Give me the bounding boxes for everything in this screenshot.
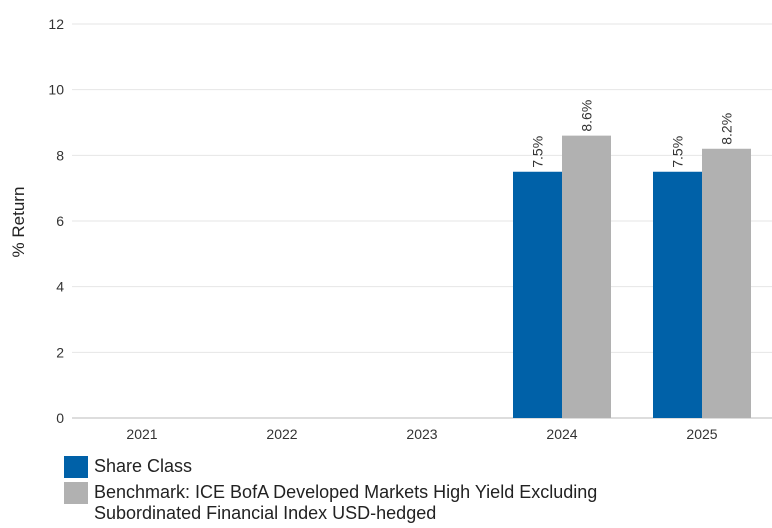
bar: [702, 148, 751, 418]
legend-label-benchmark: Benchmark: ICE BofA Developed Markets Hi…: [94, 482, 598, 523]
legend: Share Class Benchmark: ICE BofA Develope…: [64, 456, 764, 528]
y-tick-label: 10: [48, 82, 64, 98]
y-axis-label: % Return: [9, 187, 28, 258]
legend-item-benchmark[interactable]: Benchmark: ICE BofA Developed Markets Hi…: [64, 482, 764, 524]
y-tick-label: 8: [56, 147, 64, 163]
y-tick-label: 6: [56, 213, 64, 229]
x-tick-label: 2021: [126, 426, 157, 442]
legend-swatch-benchmark: [64, 482, 88, 504]
bars: [513, 135, 751, 418]
data-label: 8.2%: [719, 113, 735, 145]
gridlines: [72, 23, 772, 419]
legend-swatch-share-class: [64, 456, 88, 478]
y-tick-label: 4: [56, 279, 64, 295]
data-label: 7.5%: [670, 136, 686, 168]
bar: [653, 171, 702, 418]
legend-item-share-class[interactable]: Share Class: [64, 456, 764, 478]
data-label: 8.6%: [579, 100, 595, 132]
x-tick-label: 2023: [406, 426, 437, 442]
x-tick-label: 2024: [546, 426, 577, 442]
data-label: 7.5%: [530, 136, 546, 168]
x-axis-ticks: 2021 2022 2023 2024 2025: [126, 426, 717, 442]
bar: [513, 171, 562, 418]
x-tick-label: 2025: [686, 426, 717, 442]
bar: [562, 135, 611, 418]
x-tick-label: 2022: [266, 426, 297, 442]
y-tick-label: 0: [56, 410, 64, 426]
y-tick-label: 12: [48, 16, 64, 32]
data-labels: 7.5% 8.6% 7.5% 8.2%: [530, 100, 735, 168]
y-axis-ticks: 0 2 4 6 8 10 12: [48, 16, 64, 426]
y-tick-label: 2: [56, 344, 64, 360]
legend-label-share-class: Share Class: [94, 456, 193, 476]
